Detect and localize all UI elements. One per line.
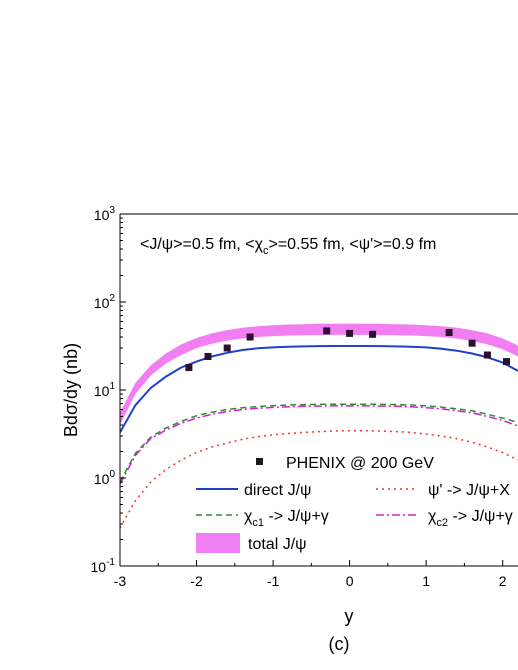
y-tick-label: 10-1 — [91, 557, 116, 575]
y-tick-base: 10 — [94, 383, 110, 399]
y-tick-label: 101 — [94, 381, 116, 399]
legend-chic2-chi: χ — [428, 508, 437, 525]
curve-chic2 — [120, 405, 518, 485]
x-axis-label: y — [345, 606, 354, 626]
phenix-data-point — [483, 351, 491, 359]
annotation-subscript: c — [263, 245, 269, 257]
x-tick-label: 0 — [346, 573, 354, 589]
phenix-data-point — [503, 358, 510, 366]
legend-label-chic1: χc1 -> J/ψ+γ — [244, 508, 329, 529]
phenix-data-point — [223, 344, 231, 352]
annotation-part-2: >=0.55 fm, <ψ'>=0.9 fm — [268, 236, 436, 253]
y-tick-exponent: 2 — [109, 293, 115, 304]
legend-chic2-rest: -> J/ψ+γ — [448, 508, 513, 525]
legend-swatch-total — [196, 533, 240, 553]
phenix-data-point — [468, 339, 476, 347]
x-tick-label: -2 — [190, 573, 203, 589]
phenix-data-point — [246, 333, 254, 341]
x-tick-label: 2 — [499, 573, 507, 589]
total-jpsi-band — [120, 323, 518, 425]
legend-label-total: total J/ψ — [248, 536, 307, 553]
y-tick-base: 10 — [94, 471, 110, 487]
y-tick-exponent: 0 — [109, 469, 115, 480]
phenix-data-point — [445, 329, 453, 336]
legend-label-psip: ψ' -> J/ψ+X — [428, 482, 510, 499]
legend-chic2-subscript: c2 — [436, 517, 448, 529]
legend: PHENIX @ 200 GeV direct J/ψ ψ' -> J/ψ+X … — [196, 455, 513, 553]
x-tick-label: 1 — [422, 573, 430, 589]
legend-chic1-subscript: c1 — [252, 517, 264, 529]
y-tick-base: 10 — [91, 559, 107, 575]
x-tick-label: -3 — [114, 573, 127, 589]
phenix-data-point — [185, 364, 193, 371]
y-tick-exponent: -1 — [106, 557, 115, 568]
phenix-data-point — [369, 330, 377, 338]
y-tick-label: 103 — [94, 205, 116, 223]
legend-label-chic2: χc2 -> J/ψ+γ — [428, 508, 513, 529]
y-axis-label: Bdσ/dy (nb) — [61, 343, 81, 437]
y-tick-label: 102 — [94, 293, 116, 311]
legend-label-phenix: PHENIX @ 200 GeV — [286, 455, 434, 472]
legend-chic1-chi: χ — [244, 508, 253, 525]
y-tick-exponent: 1 — [109, 381, 115, 392]
legend-chic1-rest: -> J/ψ+γ — [264, 508, 329, 525]
phenix-data-point — [204, 353, 212, 360]
legend-label-direct: direct J/ψ — [244, 482, 311, 499]
curve-chic1 — [120, 403, 518, 483]
y-tick-base: 10 — [94, 295, 110, 311]
curve-direct — [120, 345, 518, 433]
legend-marker-phenix — [256, 458, 263, 465]
y-tick-label: 100 — [94, 469, 116, 487]
phenix-data-point — [323, 327, 331, 335]
x-tick-label: -1 — [267, 573, 280, 589]
y-tick-base: 10 — [94, 207, 110, 223]
panel-label: (c) — [329, 634, 350, 654]
annotation-part-1: <J/ψ>=0.5 fm, <χ — [140, 236, 264, 253]
y-tick-exponent: 3 — [109, 205, 115, 216]
curve-psip — [120, 429, 518, 529]
phenix-data-point — [346, 329, 354, 337]
parameter-annotation: <J/ψ>=0.5 fm, <χc>=0.55 fm, <ψ'>=0.9 fm — [140, 236, 436, 257]
